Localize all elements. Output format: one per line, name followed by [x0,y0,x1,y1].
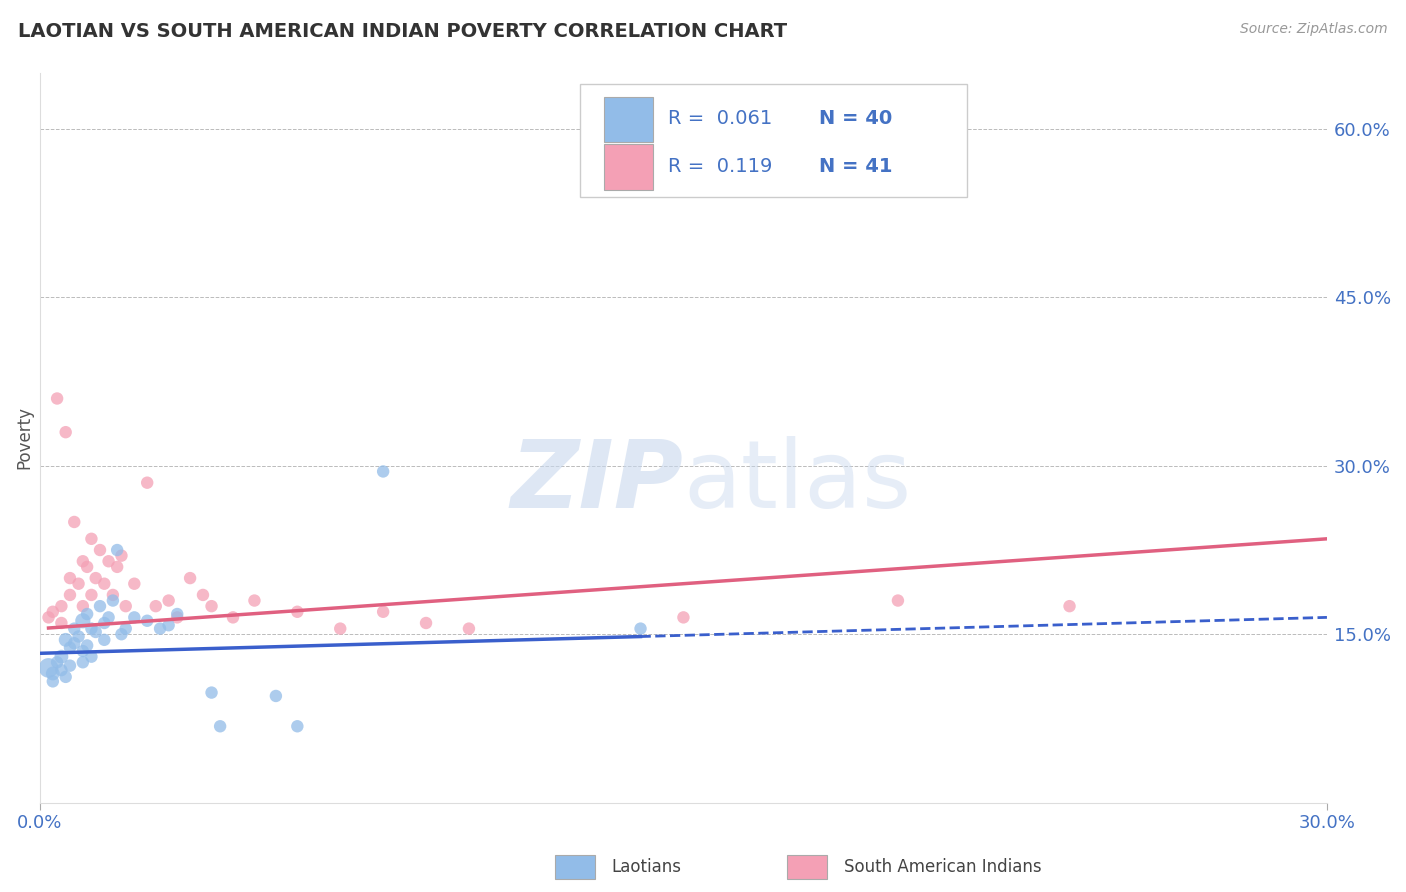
FancyBboxPatch shape [603,97,652,143]
Point [59,640,82,655]
Point [93,615,115,630]
Point [145,599,167,614]
Text: R =  0.061: R = 0.061 [668,109,772,128]
Point [97,554,120,568]
Point [101,593,124,607]
Text: LAOTIAN VS SOUTH AMERICAN INDIAN POVERTY CORRELATION CHART: LAOTIAN VS SOUTH AMERICAN INDIAN POVERTY… [18,22,787,41]
Point [97,610,120,624]
Point [157,618,180,632]
FancyBboxPatch shape [603,145,652,190]
Point [887,593,910,607]
Y-axis label: Poverty: Poverty [15,406,32,469]
Point [51,649,73,664]
Point [105,560,128,574]
Point [136,475,159,490]
Point [672,610,695,624]
Point [59,588,82,602]
Text: Laotians: Laotians [612,858,682,876]
Point [114,622,136,636]
Point [84,624,107,639]
Point [80,649,103,664]
Point [38,661,60,675]
Point [136,614,159,628]
Point [67,630,90,644]
Point [80,588,103,602]
Point [51,615,73,630]
Point [46,655,69,669]
Point [222,610,245,624]
Point [76,560,98,574]
Point [72,599,94,614]
Point [166,610,188,624]
Text: N = 41: N = 41 [818,157,891,176]
Point [373,605,395,619]
Point [59,571,82,585]
Point [46,392,69,406]
Point [93,632,115,647]
Point [105,543,128,558]
Point [51,599,73,614]
Point [149,622,172,636]
Point [110,627,132,641]
Point [114,599,136,614]
Point [101,588,124,602]
Point [200,599,222,614]
Point [59,658,82,673]
Point [55,670,77,684]
Text: R =  0.119: R = 0.119 [668,157,772,176]
Point [166,607,188,621]
Point [67,576,90,591]
Point [72,644,94,658]
Point [1059,599,1081,614]
Point [55,425,77,440]
Point [76,607,98,621]
Point [264,689,287,703]
Point [285,605,308,619]
Point [80,532,103,546]
Point [51,663,73,677]
Point [157,593,180,607]
Point [63,515,86,529]
Point [200,685,222,699]
Point [285,719,308,733]
Point [55,632,77,647]
Point [63,622,86,636]
Point [458,622,481,636]
FancyBboxPatch shape [581,84,966,197]
Point [72,655,94,669]
Point [179,571,201,585]
Text: Source: ZipAtlas.com: Source: ZipAtlas.com [1240,22,1388,37]
Point [72,614,94,628]
Point [373,465,395,479]
Text: ZIP: ZIP [510,435,683,527]
Point [124,576,146,591]
Point [191,588,214,602]
Point [80,622,103,636]
Point [76,639,98,653]
Point [72,554,94,568]
Text: South American Indians: South American Indians [844,858,1042,876]
Point [415,615,437,630]
Point [209,719,232,733]
Text: N = 40: N = 40 [818,109,891,128]
Point [630,622,652,636]
Point [38,610,60,624]
Point [42,605,65,619]
Point [84,571,107,585]
Point [329,622,352,636]
Text: atlas: atlas [683,435,911,527]
Point [124,610,146,624]
Point [243,593,266,607]
Point [63,636,86,650]
Point [93,576,115,591]
Point [42,674,65,689]
Point [89,543,111,558]
Point [42,666,65,681]
Point [110,549,132,563]
Point [89,599,111,614]
